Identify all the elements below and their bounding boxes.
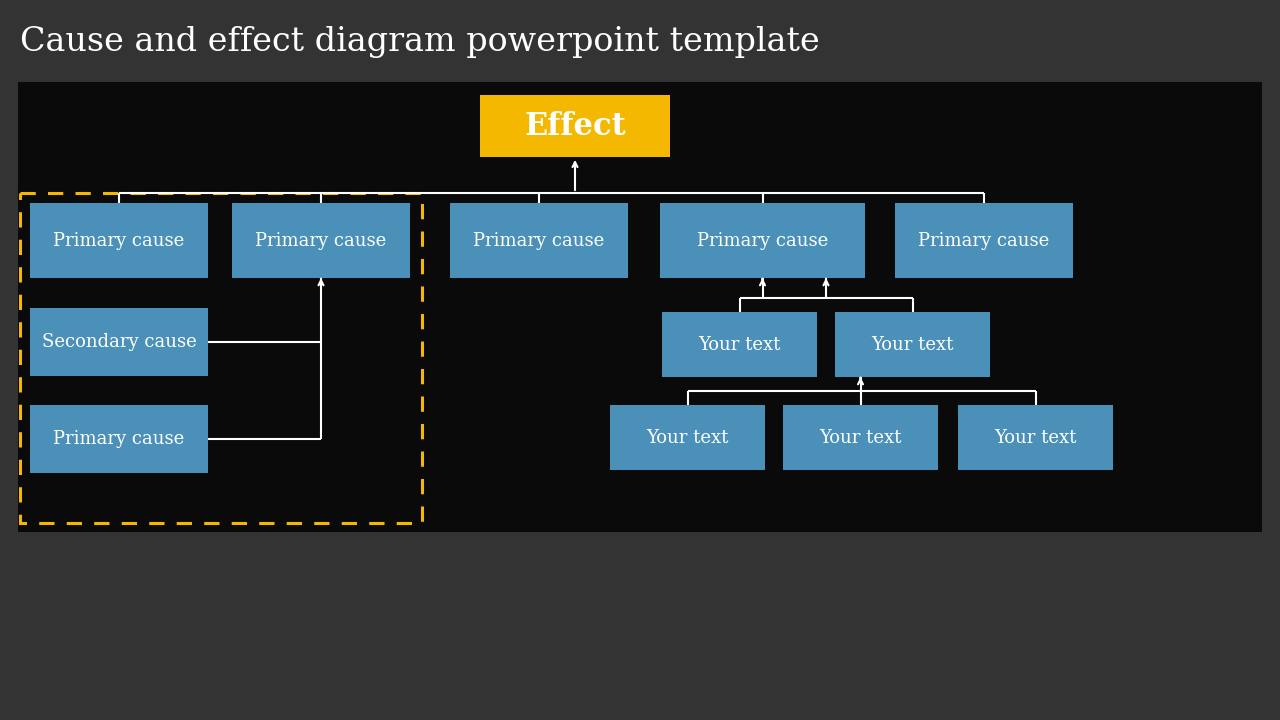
FancyBboxPatch shape: [783, 405, 938, 470]
FancyBboxPatch shape: [835, 312, 989, 377]
Text: Your text: Your text: [819, 428, 901, 446]
Text: Primary cause: Primary cause: [696, 232, 828, 250]
FancyBboxPatch shape: [957, 405, 1114, 470]
Text: Cause and effect diagram powerpoint template: Cause and effect diagram powerpoint temp…: [20, 26, 819, 58]
FancyBboxPatch shape: [232, 203, 410, 278]
Text: Your text: Your text: [646, 428, 728, 446]
FancyBboxPatch shape: [662, 312, 817, 377]
FancyBboxPatch shape: [29, 308, 207, 376]
FancyBboxPatch shape: [451, 203, 628, 278]
Text: Your text: Your text: [995, 428, 1076, 446]
Text: Your text: Your text: [699, 336, 781, 354]
Text: Primary cause: Primary cause: [256, 232, 387, 250]
Text: Secondary cause: Secondary cause: [42, 333, 196, 351]
Text: Primary cause: Primary cause: [474, 232, 604, 250]
FancyBboxPatch shape: [18, 82, 1262, 532]
FancyBboxPatch shape: [29, 203, 207, 278]
Text: Primary cause: Primary cause: [54, 232, 184, 250]
FancyBboxPatch shape: [611, 405, 765, 470]
FancyBboxPatch shape: [480, 95, 669, 157]
Text: Effect: Effect: [524, 110, 626, 142]
FancyBboxPatch shape: [660, 203, 865, 278]
Text: Your text: Your text: [872, 336, 954, 354]
FancyBboxPatch shape: [29, 405, 207, 473]
Text: Primary cause: Primary cause: [54, 430, 184, 448]
FancyBboxPatch shape: [895, 203, 1073, 278]
Text: Primary cause: Primary cause: [918, 232, 1050, 250]
